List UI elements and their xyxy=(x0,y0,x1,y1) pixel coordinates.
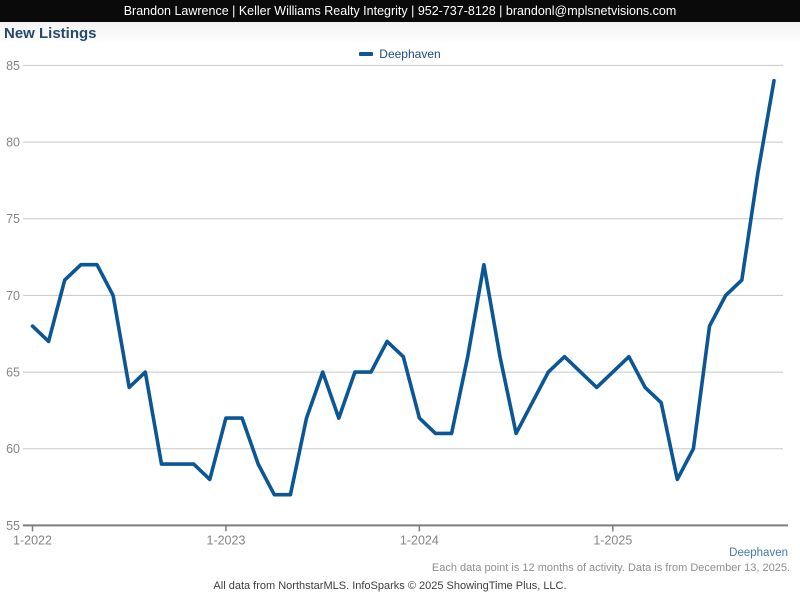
attribution-note: All data from NorthstarMLS. InfoSparks ©… xyxy=(213,580,567,592)
deephaven-series-line[interactable] xyxy=(30,78,776,497)
y-axis-tick-label: 80 xyxy=(6,136,20,150)
y-axis-tick-label: 65 xyxy=(6,366,20,380)
data-date-note: Each data point is 12 months of activity… xyxy=(431,562,790,574)
agent-header: Brandon Lawrence | Keller Williams Realt… xyxy=(0,0,800,22)
legend-line-swatch-icon xyxy=(359,52,374,56)
y-axis-tick-label: 70 xyxy=(6,289,20,303)
x-axis-tick-label: 1-2024 xyxy=(400,533,439,547)
y-axis-tick-label: 75 xyxy=(6,212,20,226)
series-name-footnote: Deephaven xyxy=(729,547,788,559)
title-strip xyxy=(0,22,800,42)
x-axis-tick-label: 1-2022 xyxy=(13,533,52,547)
page-title: New Listings xyxy=(4,25,97,42)
agent-contact-line: Brandon Lawrence | Keller Williams Realt… xyxy=(123,4,677,18)
x-axis-tick-label: 1-2025 xyxy=(593,533,632,547)
y-axis-tick-label: 60 xyxy=(6,442,20,456)
x-axis-tick-label: 1-2023 xyxy=(206,533,245,547)
y-axis-tick-label: 55 xyxy=(6,519,20,533)
chart-legend: Deephaven xyxy=(0,47,800,61)
y-axis-tick-label: 85 xyxy=(6,59,20,73)
legend-series-label: Deephaven xyxy=(379,47,441,61)
